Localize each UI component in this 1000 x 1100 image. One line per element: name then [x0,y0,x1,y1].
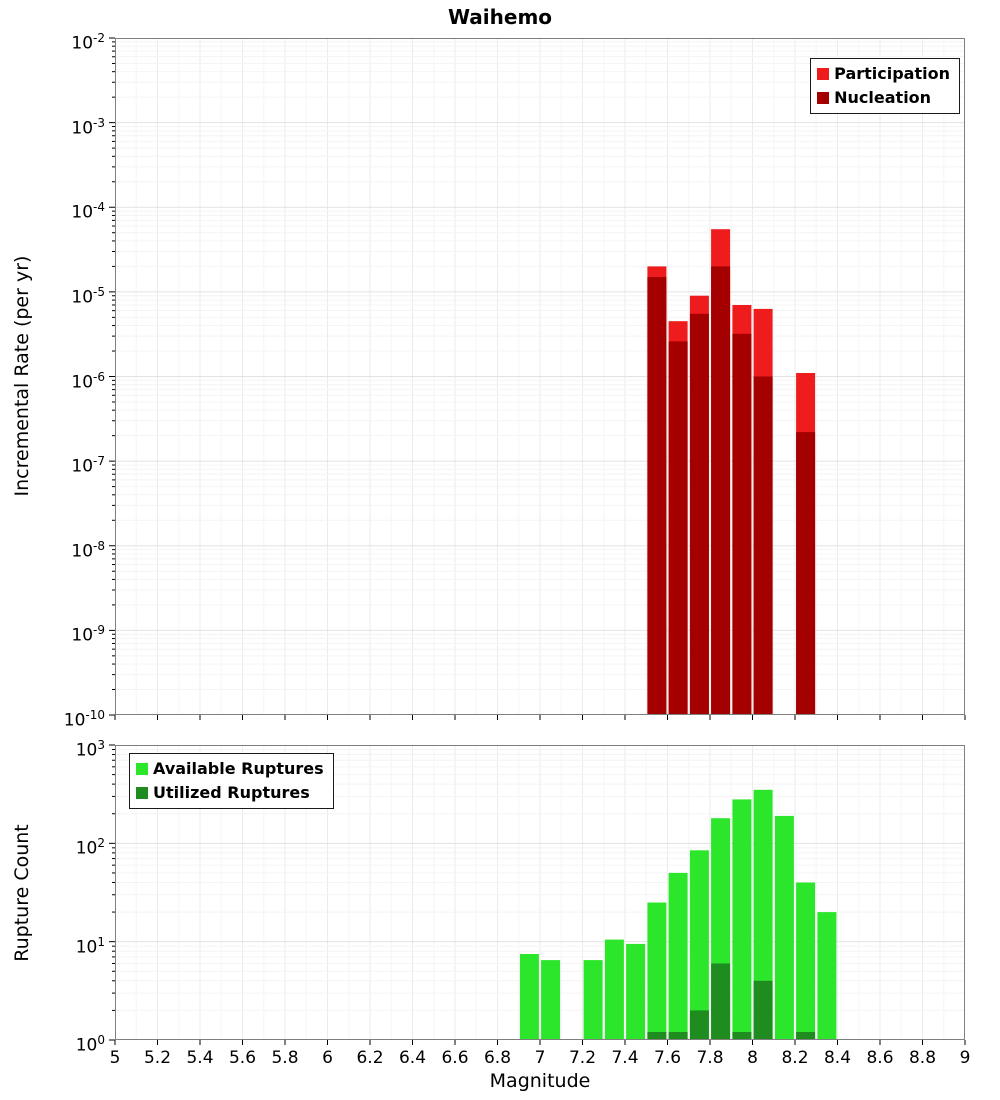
x-tick-label: 6.8 [483,1048,512,1068]
x-tick-label: 6.4 [398,1048,427,1068]
utilized-ruptures-bar [647,1032,667,1040]
nucleation-bar [711,266,731,715]
xlabel-magnitude: Magnitude [489,1070,591,1092]
available-ruptures-bar [583,960,603,1040]
x-tick-label: 8 [747,1048,758,1068]
utilized-ruptures-swatch-icon [136,786,148,799]
y-tick-label: 10-4 [71,200,105,223]
x-tick-label: 5.2 [143,1048,172,1068]
y-tick-label: 10-9 [71,623,105,647]
available-ruptures-bar [604,939,624,1040]
legend-rupture-count: Available Ruptures Utilized Ruptures [129,753,334,809]
utilized-ruptures-bar [796,1032,816,1040]
x-tick-label: 6.6 [441,1048,469,1068]
legend-entry-utilized-ruptures: Utilized Ruptures [136,783,324,802]
x-tick-label: 6.2 [356,1048,384,1068]
chart-title: Waihemo [447,5,553,29]
utilized-ruptures-bar [732,1032,752,1040]
y-tick-label: 102 [75,836,105,859]
y-tick-label: 10-10 [63,708,105,731]
y-tick-label: 101 [75,934,105,958]
incremental-rate-chart [109,37,966,720]
ylabel-rupture-count: Rupture Count [11,824,33,962]
y-tick-label: 10-3 [71,115,105,139]
available-ruptures-bar [774,815,794,1040]
y-tick-label: 103 [75,738,105,761]
y-tick-label: 10-7 [71,454,105,477]
x-tick-label: 8.6 [866,1048,894,1068]
plot-border [115,38,965,715]
y-tick-label: 10-8 [71,538,105,562]
available-ruptures-bar [753,789,773,1040]
legend-entry-participation: Participation [817,64,950,83]
legend-entry-available-ruptures: Available Ruptures [136,759,324,778]
available-ruptures-bar [796,882,816,1040]
y-tick-label: 100 [75,1033,105,1056]
y-tick-label: 10-5 [71,284,105,308]
participation-swatch-icon [817,67,830,80]
utilized-ruptures-bar [711,963,731,1040]
x-tick-label: 7.8 [696,1048,724,1068]
nucleation-swatch-icon [817,91,830,104]
utilized-ruptures-bar [668,1032,688,1040]
legend-label-participation: Participation [834,64,950,83]
x-tick-label: 5.8 [271,1048,299,1068]
available-ruptures-bar [541,960,561,1040]
x-tick-label: 7 [534,1048,546,1068]
x-tick-label: 7.2 [568,1048,597,1068]
rupture-count-chart [109,744,966,1045]
nucleation-bar [689,313,709,715]
x-tick-label: 5 [109,1048,121,1068]
legend-label-available-ruptures: Available Ruptures [153,759,324,778]
x-tick-label: 8.8 [908,1048,937,1068]
available-ruptures-bar [519,954,539,1040]
x-tick-label: 9 [959,1048,971,1068]
nucleation-bar [668,341,688,715]
x-tick-label: 5.4 [186,1048,214,1068]
y-tick-label: 10-6 [71,369,105,393]
x-tick-label: 8.2 [781,1048,809,1068]
plot-border [115,745,965,1040]
legend-label-utilized-ruptures: Utilized Ruptures [153,783,310,802]
legend-incremental-rate: Participation Nucleation [810,58,960,114]
utilized-ruptures-bar [753,980,773,1040]
available-ruptures-bar [668,872,688,1040]
nucleation-bar [647,277,667,715]
available-ruptures-bar [817,912,837,1040]
nucleation-bar [732,333,752,715]
ylabel-incremental-rate: Incremental Rate (per yr) [11,255,33,497]
rupture-count-plot: Available Ruptures Utilized Ruptures [109,744,966,1045]
nucleation-bar [753,376,773,715]
available-ruptures-bar [626,943,646,1040]
legend-label-nucleation: Nucleation [834,88,932,107]
x-tick-label: 5.6 [228,1048,257,1068]
nucleation-bar [796,432,816,715]
incremental-rate-plot: Participation Nucleation [109,37,966,720]
x-tick-label: 7.4 [611,1048,639,1068]
available-ruptures-bar [732,799,752,1040]
utilized-ruptures-bar [689,1010,709,1040]
x-tick-label: 6 [322,1048,333,1068]
available-ruptures-bar [647,902,667,1040]
x-tick-label: 8.4 [823,1048,852,1068]
available-ruptures-swatch-icon [136,762,148,775]
available-ruptures-bar [689,850,709,1040]
legend-entry-nucleation: Nucleation [817,88,950,107]
x-tick-label: 7.6 [653,1048,682,1068]
y-tick-label: 10-2 [71,31,105,54]
